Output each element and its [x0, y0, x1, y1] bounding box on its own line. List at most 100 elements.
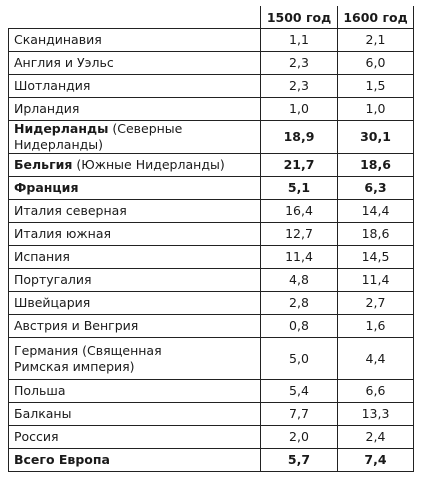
row-value-1600: 30,1: [337, 120, 414, 154]
row-value-1600: 1,6: [337, 314, 414, 338]
table-row: Португалия 4,8 11,4: [8, 268, 414, 292]
row-value-1500: 5,7: [260, 448, 338, 472]
row-value-1500: 16,4: [260, 199, 338, 223]
row-country: Россия: [8, 425, 261, 449]
header-year-1600: 1600 год: [337, 6, 414, 29]
row-country: Всего Европа: [8, 448, 261, 472]
row-value-1500: 11,4: [260, 245, 338, 269]
row-value-1600: 6,0: [337, 51, 414, 75]
row-value-1600: 1,5: [337, 74, 414, 98]
table-row: Ирландия 1,0 1,0: [8, 97, 414, 121]
row-country: Германия (Священная Римская империя): [8, 337, 261, 380]
row-value-1600: 2,7: [337, 291, 414, 315]
row-value-1500: 5,1: [260, 176, 338, 200]
row-value-1600: 11,4: [337, 268, 414, 292]
header-country: [8, 6, 261, 29]
row-value-1500: 7,7: [260, 402, 338, 426]
table-row: Австрия и Венгрия 0,8 1,6: [8, 314, 414, 338]
country-name: Италия южная: [14, 226, 112, 241]
row-value-1500: 4,8: [260, 268, 338, 292]
table-row: Германия (Священная Римская империя) 5,0 …: [8, 337, 414, 380]
row-country: Испания: [8, 245, 261, 269]
row-value-1500: 21,7: [260, 153, 338, 177]
row-value-1600: 18,6: [337, 153, 414, 177]
table-row: Нидерланды (Северные Нидерланды) 18,9 30…: [8, 120, 414, 154]
row-value-1600: 6,3: [337, 176, 414, 200]
header-row: 1500 год 1600 год: [8, 6, 414, 29]
row-value-1600: 2,4: [337, 425, 414, 449]
row-value-1600: 7,4: [337, 448, 414, 472]
country-name: Германия (Священная: [14, 342, 162, 358]
country-name: Франция: [14, 180, 79, 195]
header-year-1500: 1500 год: [260, 6, 338, 29]
row-country: Шотландия: [8, 74, 261, 98]
table-row: Франция 5,1 6,3: [8, 176, 414, 200]
country-name: Скандинавия: [14, 32, 102, 47]
country-name: Шотландия: [14, 78, 91, 93]
row-value-1600: 14,4: [337, 199, 414, 223]
country-name: Россия: [14, 429, 59, 444]
row-country: Англия и Уэльс: [8, 51, 261, 75]
country-name-line2: Римская империя): [14, 358, 135, 374]
table-header: 1500 год 1600 год: [8, 6, 414, 29]
country-name: Испания: [14, 249, 70, 264]
row-value-1500: 1,1: [260, 28, 338, 52]
urbanization-table: 1500 год 1600 год Скандинавия 1,1 2,1 Ан…: [8, 6, 414, 472]
row-value-1500: 5,0: [260, 337, 338, 380]
row-country: Португалия: [8, 268, 261, 292]
row-country: Австрия и Венгрия: [8, 314, 261, 338]
table-row: Бельгия (Южные Нидерланды) 21,7 18,6: [8, 153, 414, 177]
row-country: Нидерланды (Северные Нидерланды): [8, 120, 261, 154]
total-row: Всего Европа 5,7 7,4: [8, 448, 414, 472]
row-country: Балканы: [8, 402, 261, 426]
row-value-1600: 1,0: [337, 97, 414, 121]
table-row: Россия 2,0 2,4: [8, 425, 414, 449]
row-country: Бельгия (Южные Нидерланды): [8, 153, 261, 177]
row-value-1600: 4,4: [337, 337, 414, 380]
row-value-1600: 2,1: [337, 28, 414, 52]
row-country: Италия южная: [8, 222, 261, 246]
row-value-1500: 1,0: [260, 97, 338, 121]
country-name: Италия северная: [14, 203, 127, 218]
table-row: Балканы 7,7 13,3: [8, 402, 414, 426]
country-name: Швейцария: [14, 295, 91, 310]
country-note: (Южные Нидерланды): [72, 157, 225, 172]
row-value-1500: 2,3: [260, 74, 338, 98]
row-value-1500: 18,9: [260, 120, 338, 154]
row-country: Франция: [8, 176, 261, 200]
row-value-1600: 14,5: [337, 245, 414, 269]
table-row: Испания 11,4 14,5: [8, 245, 414, 269]
row-country: Скандинавия: [8, 28, 261, 52]
country-name: Нидерланды: [14, 121, 109, 136]
row-value-1500: 12,7: [260, 222, 338, 246]
country-name: Австрия и Венгрия: [14, 318, 139, 333]
row-value-1600: 18,6: [337, 222, 414, 246]
row-country: Италия северная: [8, 199, 261, 223]
country-name: Польша: [14, 383, 66, 398]
row-country: Польша: [8, 379, 261, 403]
table-row: Шотландия 2,3 1,5: [8, 74, 414, 98]
country-name: Ирландия: [14, 101, 80, 116]
row-value-1500: 2,8: [260, 291, 338, 315]
row-value-1500: 5,4: [260, 379, 338, 403]
country-name: Англия и Уэльс: [14, 55, 114, 70]
row-country: Ирландия: [8, 97, 261, 121]
row-value-1500: 0,8: [260, 314, 338, 338]
country-name: Бельгия: [14, 157, 73, 172]
row-country: Швейцария: [8, 291, 261, 315]
country-name: Балканы: [14, 406, 72, 421]
table-row: Италия северная 16,4 14,4: [8, 199, 414, 223]
row-value-1500: 2,0: [260, 425, 338, 449]
country-name: Португалия: [14, 272, 92, 287]
table-row: Польша 5,4 6,6: [8, 379, 414, 403]
country-note: (Северные Нидерланды): [14, 121, 183, 152]
table-row: Англия и Уэльс 2,3 6,0: [8, 51, 414, 75]
row-value-1500: 2,3: [260, 51, 338, 75]
table-body: Скандинавия 1,1 2,1 Англия и Уэльс 2,3 6…: [8, 28, 414, 472]
table-row: Италия южная 12,7 18,6: [8, 222, 414, 246]
country-name: Всего Европа: [14, 452, 110, 467]
table-row: Скандинавия 1,1 2,1: [8, 28, 414, 52]
row-value-1600: 13,3: [337, 402, 414, 426]
row-value-1600: 6,6: [337, 379, 414, 403]
table-row: Швейцария 2,8 2,7: [8, 291, 414, 315]
